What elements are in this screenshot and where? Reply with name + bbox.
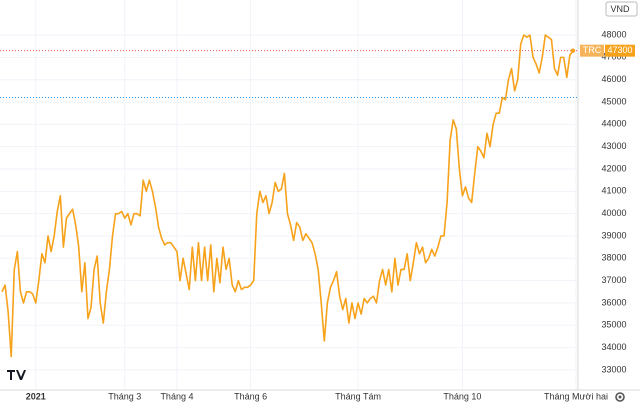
y-tick-label: 47000 (601, 52, 626, 62)
last-price-tag (605, 44, 635, 57)
last-price-label: 47300 (607, 45, 632, 55)
gear[interactable] (615, 392, 625, 402)
logo-mark (7, 370, 26, 380)
y-tick-label: 46000 (601, 74, 626, 84)
y-tick-label: 37000 (601, 275, 626, 285)
currency-button[interactable]: VND (605, 1, 638, 17)
y-tick-label: 40000 (601, 208, 626, 218)
x-tick-label: Tháng 6 (234, 391, 267, 401)
y-tick-label: 33000 (601, 364, 626, 374)
x-tick-label: Tháng Tám (335, 391, 381, 401)
y-tick-label: 42000 (601, 163, 626, 173)
y-tick-label: 45000 (601, 96, 626, 106)
y-tick-label: 39000 (601, 230, 626, 240)
price-line-series (1, 34, 574, 358)
y-tick-label: 35000 (601, 320, 626, 330)
currency-box[interactable] (605, 1, 638, 17)
y-tick-label: 43000 (601, 141, 626, 151)
x-tick-label: Tháng 4 (160, 391, 193, 401)
y-tick-label: 38000 (601, 253, 626, 263)
x-tick-label: 2021 (26, 391, 46, 401)
y-tick-label: 36000 (601, 297, 626, 307)
symbol-tag (580, 44, 604, 57)
x-tick-label: Tháng 3 (108, 391, 141, 401)
y-tick-label: 34000 (601, 342, 626, 352)
x-tick-label: Tháng Mười hai (544, 391, 608, 401)
settings-icon[interactable] (615, 392, 625, 402)
currency-label[interactable]: VND (610, 4, 630, 14)
x-tick-label: Tháng 10 (443, 391, 481, 401)
symbol-label: TRC (583, 45, 602, 55)
y-tick-label: 41000 (601, 186, 626, 196)
gear-center[interactable] (618, 395, 622, 399)
logo (5, 366, 27, 382)
y-tick-label: 44000 (601, 119, 626, 129)
y-tick-label: 48000 (601, 29, 626, 39)
last-point (570, 48, 576, 53)
